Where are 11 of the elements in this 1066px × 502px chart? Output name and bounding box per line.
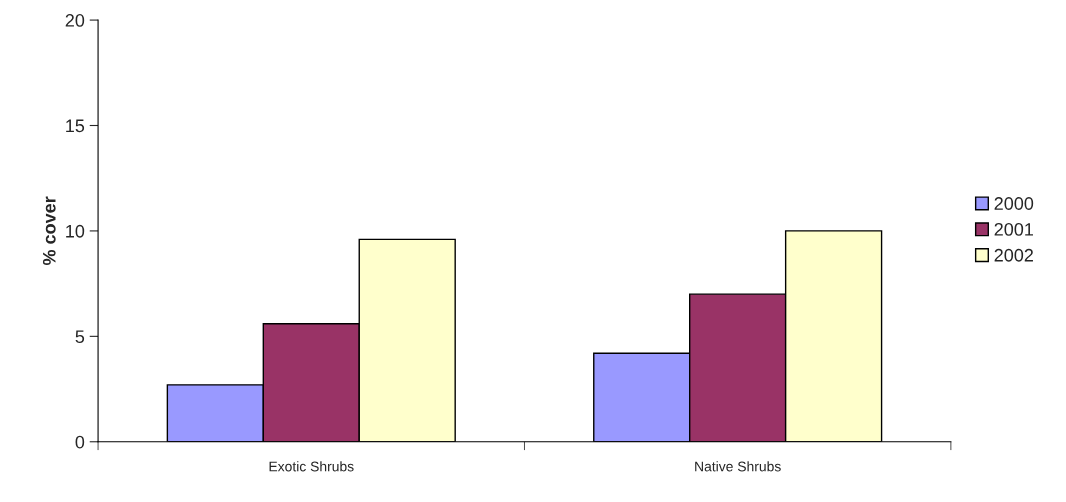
y-tick-label: 15 xyxy=(66,119,85,133)
x-tick-label: Native Shrubs xyxy=(695,461,781,472)
legend-label: 2001 xyxy=(994,222,1033,236)
y-tick-label: 20 xyxy=(65,14,85,27)
x-tick-label: Exotic Shrubs xyxy=(269,461,354,472)
y-axis-title: % cover xyxy=(42,196,56,266)
y-tick-label: 10 xyxy=(66,224,85,238)
y-tick-label: 5 xyxy=(75,330,85,344)
legend-label: 2000 xyxy=(994,197,1034,210)
legend-label: 2002 xyxy=(994,248,1033,262)
y-tick-label: 0 xyxy=(75,435,85,449)
